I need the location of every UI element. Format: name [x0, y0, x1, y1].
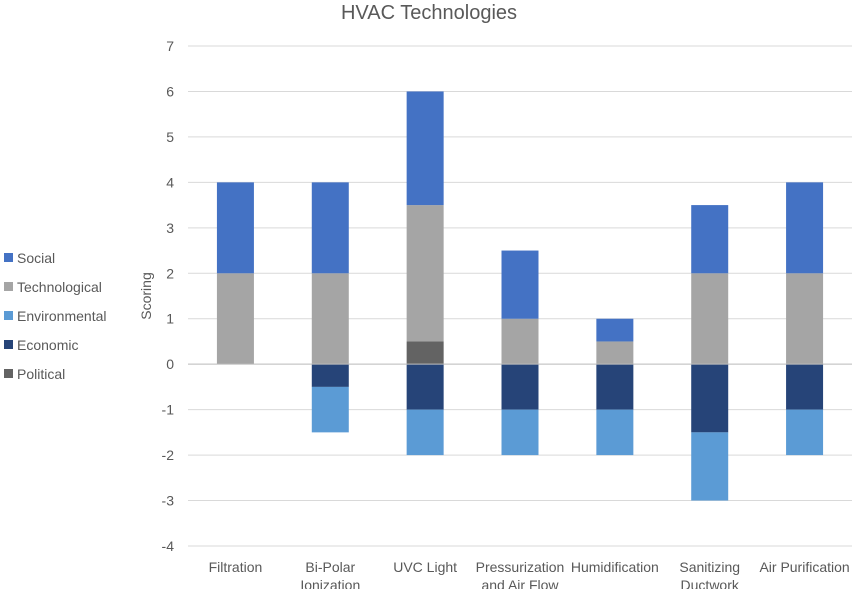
y-axis-ticks: -4 -3 -2 -1 0 1 2 3 4 5 6 7: [162, 38, 175, 554]
legend-label-economic: Economic: [17, 337, 78, 353]
x-category-label: Sanitizing Ductwork: [679, 559, 740, 589]
bar-social: [311, 182, 349, 274]
legend-label-technological: Technological: [17, 279, 102, 295]
bar-technological: [596, 341, 634, 365]
y-tick-label: 4: [166, 174, 174, 190]
bar-technological: [311, 273, 349, 365]
bar-economic: [406, 364, 444, 410]
bar-technological: [786, 273, 824, 365]
bar-social: [406, 91, 444, 206]
legend-swatch-social: [4, 253, 13, 262]
y-tick-label: -3: [162, 493, 175, 509]
bar-social: [216, 182, 254, 274]
bar-economic: [501, 364, 539, 410]
bar-technological: [406, 205, 444, 342]
chart-title: HVAC Technologies: [341, 2, 517, 24]
bar-political: [406, 341, 444, 365]
x-category-label: Humidification: [571, 559, 659, 575]
y-axis-label: Scoring: [138, 272, 154, 319]
bar-economic: [311, 364, 349, 387]
legend-swatch-political: [4, 369, 13, 378]
x-category-label: UVC Light: [393, 559, 457, 575]
legend-label-social: Social: [17, 250, 55, 266]
legend: Social Technological Environmental Economic…: [4, 250, 107, 382]
bar-social: [501, 250, 539, 319]
y-tick-label: 3: [166, 220, 174, 236]
y-tick-label: 2: [166, 265, 174, 281]
bar-social: [786, 182, 824, 274]
bar-technological: [691, 273, 729, 365]
y-tick-label: 6: [166, 83, 174, 99]
x-category-label: Bi-Polar Ionization: [300, 559, 360, 589]
y-tick-label: 0: [166, 356, 174, 372]
bars: [216, 91, 824, 501]
legend-swatch-technological: [4, 282, 13, 291]
bar-environmental: [596, 409, 634, 456]
bar-environmental: [311, 386, 349, 433]
legend-label-environmental: Environmental: [17, 308, 107, 324]
bar-environmental: [501, 409, 539, 456]
bar-technological: [216, 273, 254, 365]
y-tick-label: -2: [162, 447, 175, 463]
x-category-label: Pressurization and Air Flow: [476, 559, 565, 589]
x-category-label: Filtration: [209, 559, 263, 575]
legend-swatch-economic: [4, 340, 13, 349]
bar-economic: [691, 364, 729, 433]
x-axis-categories: Filtration Bi-Polar Ionization UVC Light Pre…: [209, 559, 850, 589]
bar-economic: [596, 364, 634, 410]
y-tick-label: -4: [162, 538, 175, 554]
bar-environmental: [406, 409, 444, 456]
bar-environmental: [786, 409, 824, 456]
y-tick-label: 5: [166, 129, 174, 145]
legend-swatch-environmental: [4, 311, 13, 320]
bar-social: [596, 318, 634, 342]
y-tick-label: -1: [162, 402, 175, 418]
bar-economic: [786, 364, 824, 410]
y-tick-label: 1: [166, 311, 174, 327]
y-tick-label: 7: [166, 38, 174, 54]
bar-social: [691, 205, 729, 274]
bar-technological: [501, 318, 539, 365]
bar-environmental: [691, 432, 729, 501]
x-category-label: Air Purification: [759, 559, 849, 575]
legend-label-political: Political: [17, 366, 65, 382]
